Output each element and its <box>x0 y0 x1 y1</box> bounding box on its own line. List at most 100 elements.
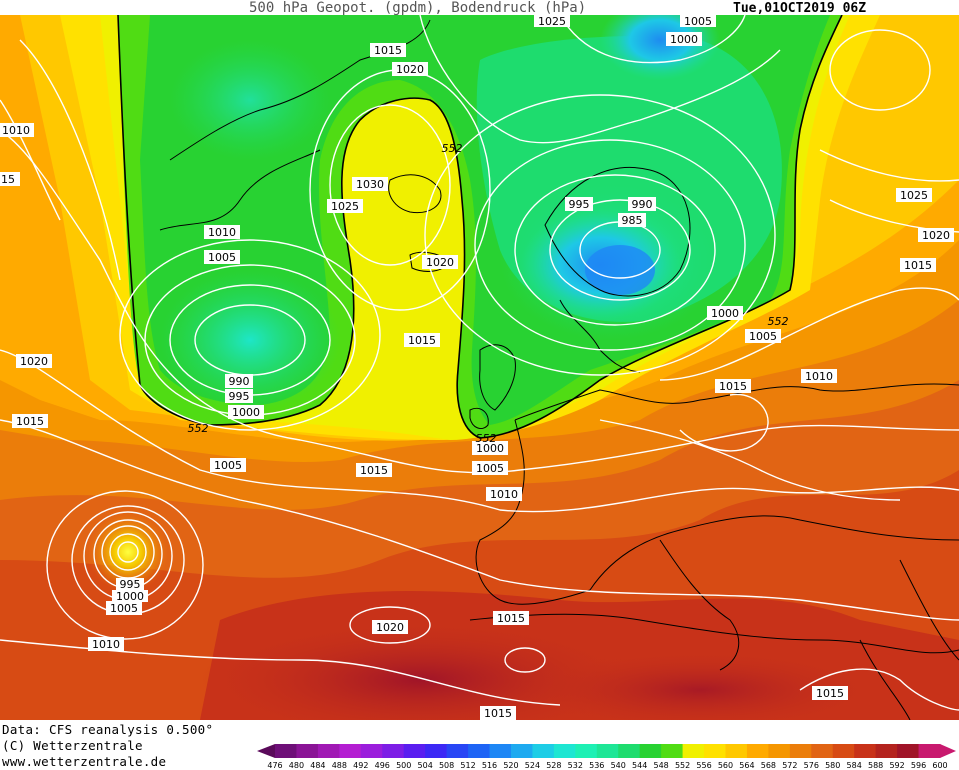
gph-label: 552 <box>442 142 463 155</box>
pressure-label: 1005 <box>680 15 716 28</box>
legend-tick-label: 484 <box>310 761 325 770</box>
pressure-label-text: 1015 <box>719 380 747 393</box>
pressure-label-text: 1020 <box>922 229 950 242</box>
legend-swatch <box>317 744 340 758</box>
legend-swatch <box>639 744 662 758</box>
pressure-label-text: 1015 <box>816 687 844 700</box>
legend-tick-label: 512 <box>460 761 475 770</box>
pressure-label: 15 <box>0 172 20 186</box>
legend-swatch <box>704 744 726 758</box>
legend-swatch <box>875 744 898 758</box>
pressure-label-text: 995 <box>229 390 250 403</box>
legend-tick-label: 540 <box>611 761 626 770</box>
legend-tick-label: 568 <box>761 761 776 770</box>
pressure-label-text: 1005 <box>684 15 712 28</box>
pressure-label-text: 1005 <box>110 602 138 615</box>
legend-tick-label: 516 <box>482 761 497 770</box>
pressure-label-text: 1005 <box>749 330 777 343</box>
legend-tick-label: 536 <box>589 761 604 770</box>
pressure-label: 1000 <box>472 441 508 455</box>
legend-swatch <box>510 744 533 758</box>
legend-tick-label: 588 <box>868 761 883 770</box>
pressure-label: 990 <box>225 374 253 388</box>
pressure-label-text: 1000 <box>711 307 739 320</box>
isobars <box>0 15 959 711</box>
pressure-label-text: 1010 <box>208 226 236 239</box>
pressure-label: 1020 <box>422 255 458 269</box>
legend-swatch <box>854 744 877 758</box>
pressure-label: 1015 <box>900 258 936 272</box>
legend-tick-label: 500 <box>396 761 411 770</box>
pressure-label-text: 15 <box>1 173 15 186</box>
legend-swatch <box>553 744 576 758</box>
gph-552-labels: 552 552 552 552 <box>188 142 789 445</box>
legend-tick-label: 576 <box>804 761 819 770</box>
legend-swatch <box>725 744 748 758</box>
pressure-label: 1000 <box>666 32 702 46</box>
pressure-label-text: 995 <box>120 578 141 591</box>
legend-tick-label: 488 <box>332 761 347 770</box>
pressure-label: 1015 <box>480 706 516 720</box>
legend-arrow-high <box>940 744 956 758</box>
legend-tick-label: 528 <box>546 761 561 770</box>
legend-tick-label: 532 <box>568 761 583 770</box>
legend-swatch <box>403 744 426 758</box>
pressure-label-text: 1000 <box>232 406 260 419</box>
pressure-label: 1000 <box>112 590 148 603</box>
legend-tick-label: 476 <box>267 761 282 770</box>
pressure-label: 1030 <box>352 177 388 191</box>
pressure-label-text: 1015 <box>497 612 525 625</box>
legend-tick-label: 548 <box>653 761 668 770</box>
pressure-label-text: 1025 <box>900 189 928 202</box>
pressure-label: 1015 <box>404 333 440 347</box>
pressure-label-text: 1005 <box>476 462 504 475</box>
pressure-label-text: 1020 <box>426 256 454 269</box>
pressure-label: 1015 <box>12 414 48 428</box>
legend-swatch <box>897 744 920 758</box>
pressure-label: 1020 <box>16 354 52 368</box>
legend-swatch <box>296 744 319 758</box>
legend-swatch <box>489 744 512 758</box>
pressure-label-text: 1000 <box>476 442 504 455</box>
legend-swatch <box>811 744 834 758</box>
pressure-label-text: 1015 <box>904 259 932 272</box>
pressure-label-text: 1015 <box>484 707 512 720</box>
pressure-label-text: 995 <box>569 198 590 211</box>
gph-label: 552 <box>188 422 209 435</box>
pressure-label: 1015 <box>715 379 751 393</box>
legend-arrow-low <box>257 744 275 758</box>
legend-swatch <box>425 744 448 758</box>
pressure-label-text: 1005 <box>208 251 236 264</box>
pressure-label-text: 1010 <box>92 638 120 651</box>
pressure-label-text: 1000 <box>116 590 144 603</box>
pressure-label-text: 1025 <box>538 15 566 28</box>
legend-swatch <box>596 744 619 758</box>
legend-swatch <box>768 744 791 758</box>
pressure-label: 1015 <box>812 686 848 700</box>
legend-tick-label: 572 <box>782 761 797 770</box>
pressure-label: 1005 <box>204 250 240 264</box>
legend-tick-label: 520 <box>503 761 518 770</box>
pressure-label: 995 <box>225 389 253 403</box>
pressure-label-text: 1020 <box>376 621 404 634</box>
pressure-label: 1025 <box>327 199 363 213</box>
pressure-label: 1020 <box>918 228 954 242</box>
legend-swatch <box>682 744 705 758</box>
legend-swatch <box>789 744 812 758</box>
copyright-text: (C) Wetterzentrale <box>2 738 143 753</box>
pressure-label-text: 1015 <box>374 44 402 57</box>
pressure-label-text: 1015 <box>408 334 436 347</box>
pressure-label-text: 1020 <box>396 63 424 76</box>
legend-tick-label: 492 <box>353 761 368 770</box>
pressure-label: 1015 <box>493 611 529 625</box>
pressure-label-text: 985 <box>622 214 643 227</box>
pressure-label-text: 1010 <box>805 370 833 383</box>
pressure-label: 1025 <box>534 15 570 28</box>
legend-swatch <box>382 744 405 758</box>
legend-swatch <box>360 744 383 758</box>
pressure-labels: 1015 1020 1010 15 1030 1025 1020 1010 10… <box>0 15 954 720</box>
pressure-label: 1005 <box>472 461 508 475</box>
legend-tick-label: 544 <box>632 761 647 770</box>
pressure-label: 1010 <box>486 487 522 501</box>
pressure-label-text: 1015 <box>16 415 44 428</box>
